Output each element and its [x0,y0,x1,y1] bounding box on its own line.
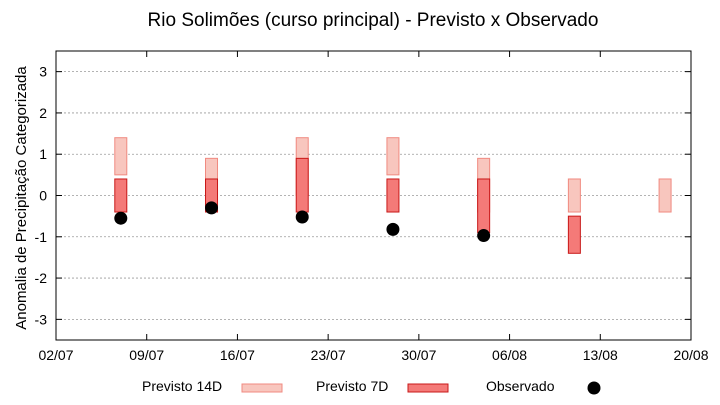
previsto-7d-bar [295,157,309,213]
observado-point [114,211,128,225]
observado-point [295,210,309,224]
x-tick-label: 30/07 [401,347,436,363]
previsto-7d-bar [567,215,581,254]
x-tick-label: 13/08 [583,347,618,363]
y-tick-label: 2 [39,105,47,121]
legend: Previsto 14D Previsto 7D Observado [142,378,601,395]
legend-label-observado: Observado [486,378,555,394]
observado-point [386,222,400,236]
chart-title: Rio Solimões (curso principal) - Previst… [148,10,599,31]
legend-swatch-observado [587,381,601,395]
y-tick-label: -1 [35,229,48,245]
legend-label-previsto-14d: Previsto 14D [142,378,222,394]
y-tick-label: 1 [39,146,47,162]
x-tick-label: 09/07 [129,347,164,363]
observado-point [205,201,219,215]
previsto-14d-bar [114,137,128,176]
previsto-14d-bar [386,137,400,176]
legend-swatch-previsto-14d [241,383,283,393]
x-tick-label: 06/08 [492,347,527,363]
plot-area: -3 -2 -1 0 1 2 3 02/07 09/07 16/07 23/07 30/07 06/08… [35,50,709,363]
x-tick-label: 23/07 [311,347,346,363]
x-tick-label: 20/08 [673,347,708,363]
y-tick-label: -2 [35,270,48,286]
plot-border [55,50,692,341]
previsto-7d-bar [386,178,400,213]
observado-point [477,229,491,243]
y-tick-label: 0 [39,188,47,204]
previsto-14d-bar [658,178,672,213]
previsto-14d-bar [567,178,581,213]
y-tick-label: -3 [35,311,48,327]
previsto-7d-bar [114,178,128,213]
x-tick-label: 02/07 [38,347,73,363]
y-axis-label: Anomalia de Precipitação Categorizada [13,66,30,330]
y-tick-label: 3 [39,64,47,80]
legend-swatch-previsto-7d [407,383,449,393]
legend-label-previsto-7d: Previsto 7D [316,378,388,394]
x-tick-label: 16/07 [220,347,255,363]
previsto-7d-bar [477,178,491,234]
